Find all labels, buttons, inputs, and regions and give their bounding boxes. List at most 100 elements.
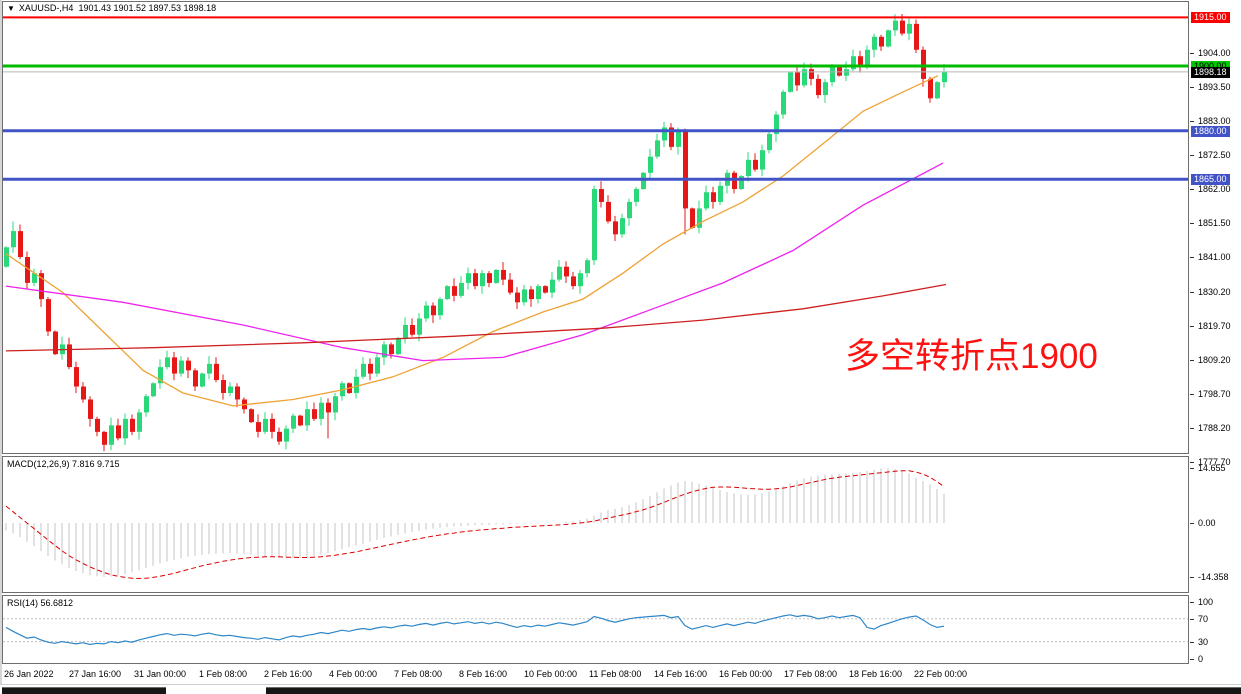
macd-signal-line	[5, 470, 945, 580]
candle-body	[389, 344, 394, 355]
price-tick-label: 1809.20	[1198, 354, 1231, 365]
candle-body	[179, 360, 184, 374]
candle-body	[452, 286, 457, 296]
candle-body	[221, 380, 226, 393]
candle-body	[263, 418, 268, 432]
main-chart-canvas[interactable]	[3, 2, 1188, 453]
taskbar-strip	[0, 684, 1241, 694]
candle-body	[32, 273, 37, 283]
candle-body	[11, 231, 16, 248]
current-price-badge: 1898.18	[1191, 66, 1230, 78]
candle-body	[711, 192, 716, 202]
time-tick-label: 2 Feb 16:00	[264, 669, 313, 679]
ma-slow-red[interactable]	[5, 283, 947, 352]
candle-body	[319, 402, 324, 419]
taskbar-button[interactable]	[266, 687, 1241, 694]
candle-body	[158, 367, 163, 384]
candle-body	[109, 425, 114, 445]
macd-histogram	[5, 468, 945, 578]
candle-body	[130, 418, 135, 432]
support-line-1865-badge: 1865.00	[1191, 174, 1230, 186]
candle-body	[298, 415, 303, 426]
candle-body	[837, 65, 842, 76]
chart-title: ▼ XAUUSD-,H4 1901.43 1901.52 1897.53 1898…	[7, 3, 216, 13]
candle-body	[606, 201, 611, 222]
price-tick-label: 1841.00	[1198, 251, 1231, 262]
candle-body	[739, 176, 744, 189]
axis-tick-mark	[1190, 427, 1194, 429]
candle-body	[627, 201, 632, 219]
candle-body	[907, 23, 912, 34]
candle-body	[914, 23, 919, 50]
candle-body	[634, 188, 639, 202]
time-tick-label: 1 Feb 08:00	[199, 669, 248, 679]
candle-body	[193, 370, 198, 387]
axis-tick-mark	[1190, 188, 1194, 190]
candle-body	[641, 172, 646, 189]
candle-body	[942, 71, 947, 83]
candle-body	[186, 360, 191, 371]
axis-tick-mark	[1190, 53, 1194, 54]
candle-body	[284, 428, 289, 442]
candle-body	[732, 172, 737, 189]
time-tick-label: 22 Feb 00:00	[914, 669, 968, 679]
chart-symbol-label: XAUUSD-,H4	[18, 3, 74, 13]
time-tick-label: 31 Jan 00:00	[134, 669, 187, 679]
candle-body	[228, 386, 233, 393]
ma-fast-orange[interactable]	[5, 75, 939, 407]
time-tick-label: 10 Feb 00:00	[524, 669, 578, 679]
price-axis[interactable]: 1904.00 1893.50 1883.00 1872.50 1862.00 1851.…	[1190, 0, 1241, 684]
candle-body	[585, 260, 590, 274]
candle-body	[704, 192, 709, 209]
candle-body	[480, 273, 485, 287]
candle-body	[620, 218, 625, 235]
candle-body	[137, 412, 142, 432]
candle-body	[529, 289, 534, 300]
price-tick-label: 1851.50	[1198, 217, 1231, 228]
candle-body	[249, 409, 254, 423]
candle-body	[403, 324, 408, 338]
candle-body	[235, 386, 240, 400]
price-tick-label: 1893.50	[1198, 81, 1231, 92]
candlesticks[interactable]	[4, 13, 947, 452]
ma-mid-magenta[interactable]	[5, 162, 944, 362]
price-tick-label: 1904.00	[1198, 48, 1231, 58]
axis-tick-mark	[1190, 467, 1194, 469]
support-line-1880-badge: 1880.00	[1191, 125, 1230, 137]
candle-body	[74, 367, 79, 387]
macd-canvas[interactable]	[3, 457, 1188, 592]
candle-body	[256, 422, 261, 432]
candle-body	[473, 273, 478, 287]
candle-body	[536, 286, 541, 300]
time-tick-label: 8 Feb 16:00	[459, 669, 508, 679]
candle-body	[445, 286, 450, 300]
time-tick-label: 16 Feb 00:00	[719, 669, 773, 679]
candle-body	[4, 247, 9, 267]
candle-body	[417, 318, 422, 335]
taskbar-button[interactable]	[2, 687, 166, 694]
candle-body	[921, 49, 926, 79]
candle-body	[746, 159, 751, 177]
candle-body	[753, 159, 758, 170]
candle-body	[662, 127, 667, 141]
price-tick-label: 1862.00	[1198, 183, 1231, 194]
time-tick-label: 11 Feb 08:00	[589, 669, 642, 679]
macd-tick-label: 0.00	[1198, 518, 1216, 528]
candle-body	[886, 30, 891, 47]
candle-body	[767, 133, 772, 151]
candle-body	[466, 273, 471, 283]
rsi-canvas[interactable]	[3, 596, 1188, 663]
axis-tick-mark	[1190, 325, 1194, 327]
time-axis[interactable]: 26 Jan 2022 27 Jan 16:00 31 Jan 00:00 1 Feb…	[2, 666, 1189, 684]
axis-tick-mark	[1190, 291, 1194, 293]
axis-tick-mark	[1190, 120, 1194, 122]
chart-dropdown-icon[interactable]: ▼	[7, 4, 15, 13]
candle-body	[760, 150, 765, 170]
axis-tick-mark	[1190, 601, 1194, 603]
rsi-panel: RSI(14) 56.6812	[2, 595, 1189, 664]
chart-annotation-text[interactable]: 多空转折点1900	[845, 337, 1098, 376]
candle-body	[592, 188, 597, 261]
candle-body	[207, 363, 212, 374]
candle-body	[438, 299, 443, 316]
macd-tick-label: -14.358	[1198, 571, 1229, 582]
